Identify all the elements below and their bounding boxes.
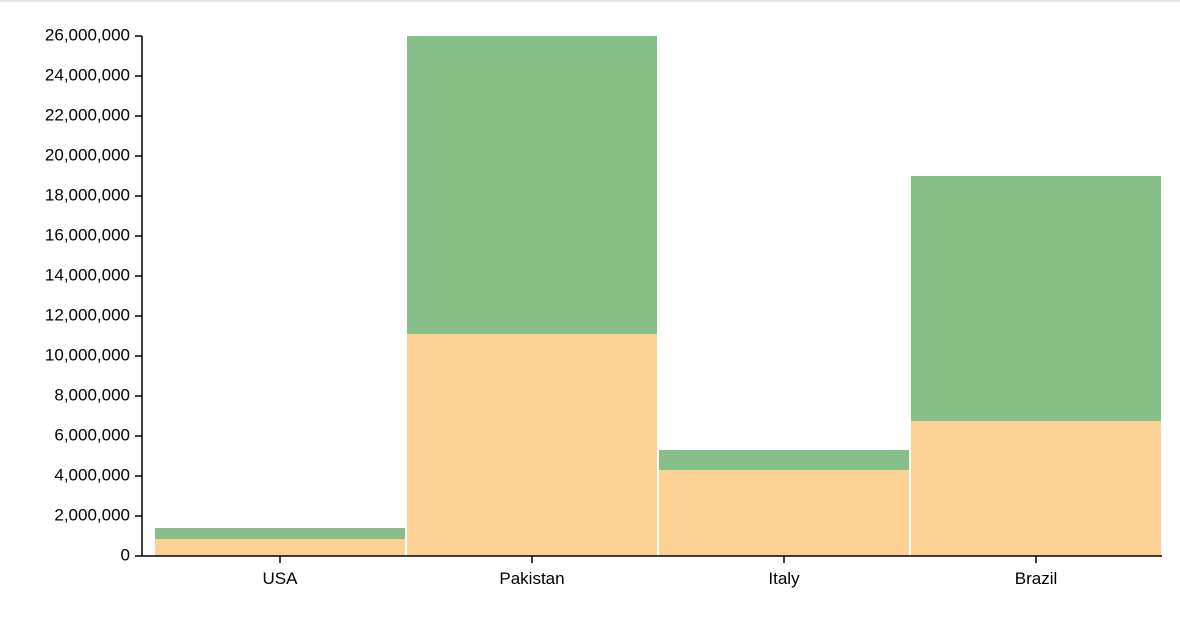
y-tick-label: 4,000,000	[54, 465, 130, 484]
y-tick-label: 22,000,000	[45, 105, 130, 124]
x-tick-label-italy: Italy	[768, 569, 800, 588]
y-tick-label: 16,000,000	[45, 225, 130, 244]
bar-pakistan-segment-2	[407, 36, 657, 334]
y-tick-label: 8,000,000	[54, 385, 130, 404]
y-tick-label: 10,000,000	[45, 345, 130, 364]
y-tick-label: 14,000,000	[45, 265, 130, 284]
x-tick-label-brazil: Brazil	[1015, 569, 1058, 588]
x-axis: USA Pakistan Italy Brazil	[142, 555, 1162, 588]
x-tick-label-pakistan: Pakistan	[499, 569, 564, 588]
bar-pakistan-segment-1	[407, 334, 657, 556]
y-tick-label: 20,000,000	[45, 145, 130, 164]
bar-italy-segment-1	[659, 470, 909, 556]
bar-brazil-segment-2	[911, 176, 1161, 421]
bar-italy-segment-2	[659, 450, 909, 470]
bar-brazil-segment-1	[911, 421, 1161, 556]
x-tick-label-usa: USA	[263, 569, 299, 588]
top-divider	[0, 0, 1180, 2]
bar-usa-segment-1	[155, 539, 405, 556]
y-tick-label: 6,000,000	[54, 425, 130, 444]
y-axis: 0 2,000,000 4,000,000 6,000,000 8,000,000 10,…	[45, 25, 143, 564]
y-tick-label: 18,000,000	[45, 185, 130, 204]
y-tick-label: 26,000,000	[45, 25, 130, 44]
y-tick-label: 24,000,000	[45, 65, 130, 84]
y-tick-label: 2,000,000	[54, 505, 130, 524]
bars-group	[155, 36, 1161, 556]
y-tick-label: 0	[121, 545, 130, 564]
bar-usa-segment-2	[155, 528, 405, 539]
y-tick-label: 12,000,000	[45, 305, 130, 324]
